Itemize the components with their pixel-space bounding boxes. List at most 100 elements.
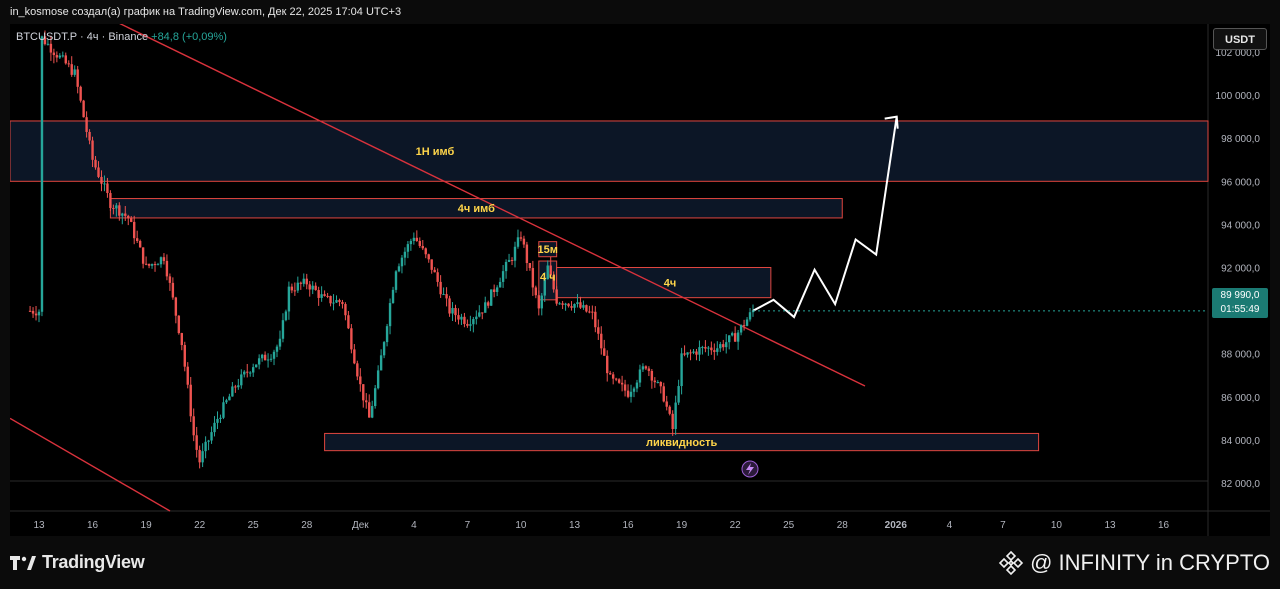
candle-body [302,278,305,284]
candle-body [540,295,543,309]
candle-body [159,257,163,265]
candle-body [287,286,291,312]
candle-body [537,295,540,309]
candle-body [186,366,189,385]
candle-body [263,354,267,361]
candle-body [585,305,588,312]
candle-body [341,302,344,305]
candle-body [350,328,353,350]
candle-body [249,372,252,374]
candle-body [153,264,157,266]
candle-body [103,183,106,185]
candle-body [213,422,216,433]
descending-trendline [119,24,866,387]
candle-body [484,302,487,313]
candle-body [231,386,234,397]
price-chart[interactable]: 102 000,0 100 000,0 98 000,0 96 000,0 94 000… [10,24,1270,536]
candle-body [106,183,109,194]
candle-body [525,244,529,264]
candle-body [257,358,261,365]
candle-body [635,382,639,389]
candle-body [100,176,103,184]
candle-body [739,325,743,333]
candle-body [305,278,308,285]
chart-area[interactable]: 102 000,0 100 000,0 98 000,0 96 000,0 94 000… [10,24,1270,536]
candle-body [391,289,395,304]
candle-body [579,302,582,308]
candle-body [617,379,621,383]
candle-body [680,353,683,387]
zone-box [10,120,1209,182]
candle-body [130,218,133,222]
candle-body [469,324,472,326]
candle-body [290,286,294,291]
currency-button[interactable]: USDT [1213,28,1267,50]
candle-body [451,308,454,314]
candle-body [171,282,175,298]
price-tick-label: 86 000,0 [1221,393,1260,404]
candle-body [543,279,546,296]
candle-body [591,311,594,313]
candle-body [448,298,451,314]
candle-body [335,300,338,303]
candle-body [147,263,151,266]
candle-body [97,167,100,177]
candle-body [472,319,475,325]
candle-body [43,36,47,45]
candle-body [388,303,392,327]
candle-body [594,311,597,328]
zone-box [538,241,558,258]
candle-body [742,325,746,327]
candle-body [266,359,270,361]
candle-body [79,86,82,101]
candle-body [662,386,665,402]
candle-body [478,312,481,317]
tradingview-logo[interactable]: TradingView [10,552,145,573]
watermark-text: @ INFINITY in CRYPTO [1030,550,1270,575]
candle-body [397,266,401,272]
date-tick-label: 25 [248,520,260,531]
candle-body [561,303,564,305]
symbol-info[interactable]: BTCUSDT.P · 4ч · Binance +84,8 (+0,09%) [16,31,227,43]
candle-body [677,386,680,403]
price-tick-label: 84 000,0 [1221,436,1260,447]
candle-body [498,281,502,288]
candle-body [365,400,368,403]
date-tick-label: 19 [141,520,153,531]
candle-body [546,265,549,280]
candle-body [409,240,413,245]
candle-body [495,287,499,292]
candle-body [424,248,427,255]
candle-body [124,213,127,216]
candle-body [353,349,356,364]
last-price-badge: 89 990,0 01:55:49 [1212,288,1268,318]
candle-body [513,246,517,261]
candle-body [733,333,737,342]
candle-body [644,366,648,369]
candle-body [460,316,463,320]
date-tick-label: 16 [87,520,99,531]
candle-body [371,406,374,418]
candle-body [427,254,430,260]
date-tick-label: 13 [569,520,581,531]
candle-body [620,382,624,385]
candle-body [641,366,645,370]
candle-body [671,413,674,430]
candle-body [730,333,734,336]
candle-body [445,294,448,299]
candle-body [88,131,91,141]
candle-body [668,406,671,414]
candle-body [210,432,213,441]
candle-body [463,316,466,324]
candle-body [46,43,50,45]
candle-body [67,63,70,65]
candle-body [728,335,731,343]
candle-body [293,290,297,292]
candle-body [454,308,457,316]
candle-body [135,238,139,241]
lightning-icon [746,463,754,475]
candle-body [650,370,654,381]
date-tick-label: 19 [676,520,688,531]
candle-body [418,240,421,246]
candle-body [216,418,219,423]
